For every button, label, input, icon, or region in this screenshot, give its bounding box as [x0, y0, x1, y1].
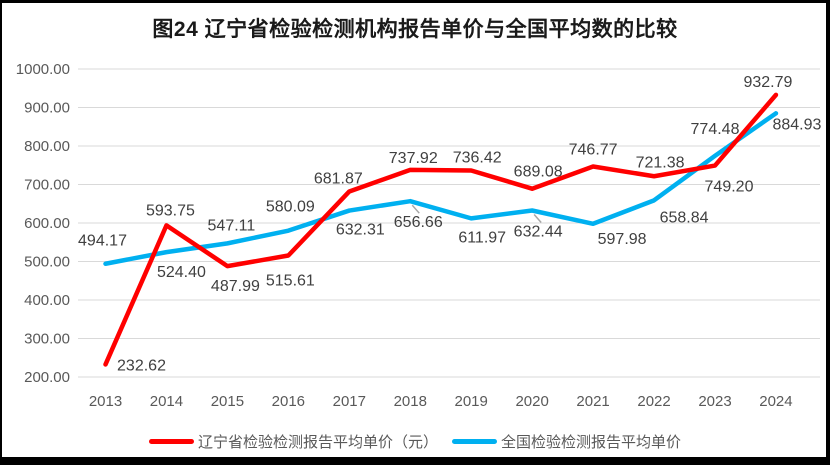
- legend-item-national: 全国检验检测报告平均单价: [452, 431, 681, 452]
- x-axis-tick-label: 2023: [698, 393, 731, 410]
- data-label-series-0: 681.87: [314, 170, 363, 187]
- y-axis-tick-label: 300.00: [24, 331, 70, 348]
- x-axis-tick-label: 2014: [150, 393, 183, 410]
- y-axis-tick-label: 900.00: [24, 100, 70, 117]
- chart-title: 图24 辽宁省检验检测机构报告单价与全国平均数的比较: [152, 18, 678, 41]
- x-axis-tick-label: 2018: [394, 393, 427, 410]
- data-label-series-1: 656.66: [394, 214, 443, 231]
- data-label-series-1: 597.98: [598, 231, 647, 248]
- y-axis-tick-label: 200.00: [24, 369, 70, 386]
- legend-red-line-icon: [148, 438, 194, 444]
- data-label-series-0: 721.38: [636, 154, 685, 171]
- data-label-series-1: 632.44: [514, 224, 563, 241]
- data-label-series-1: 658.84: [660, 209, 709, 226]
- data-label-leader-line: [533, 214, 542, 224]
- data-label-series-0: 932.79: [743, 74, 792, 91]
- legend-label-national: 全国检验检测报告平均单价: [501, 433, 682, 451]
- legend-blue-line-icon: [452, 438, 497, 444]
- y-axis-tick-label: 400.00: [24, 292, 70, 309]
- data-label-leader-line: [411, 204, 420, 214]
- x-axis-tick-label: 2021: [576, 393, 609, 410]
- x-axis-tick-label: 2020: [515, 393, 548, 410]
- y-axis-tick-label: 1000.00: [16, 61, 70, 78]
- x-axis-tick-label: 2013: [89, 393, 122, 410]
- x-axis-tick-label: 2024: [759, 393, 792, 410]
- x-axis-tick-label: 2019: [455, 393, 488, 410]
- data-label-series-0: 749.20: [705, 179, 754, 196]
- data-label-series-0: 232.62: [117, 357, 166, 374]
- data-label-series-1: 774.48: [691, 121, 740, 138]
- data-label-series-1: 547.11: [208, 217, 256, 234]
- data-label-series-1: 632.31: [336, 222, 385, 239]
- y-axis-tick-label: 600.00: [24, 215, 70, 232]
- y-axis-tick-label: 800.00: [24, 138, 70, 155]
- data-label-series-1: 580.09: [266, 199, 315, 216]
- data-label-series-0: 737.92: [389, 150, 438, 167]
- x-axis-tick-label: 2022: [637, 393, 670, 410]
- series-line-0: [103, 92, 779, 367]
- chart-legend: 辽宁省检验检测报告平均单价（元） 全国检验检测报告平均单价: [0, 431, 830, 451]
- data-label-series-1: 524.40: [157, 264, 206, 281]
- legend-item-liaoning: 辽宁省检验检测报告平均单价（元）: [148, 431, 438, 452]
- data-label-series-0: 487.99: [211, 278, 260, 295]
- data-label-series-1: 884.93: [772, 116, 821, 133]
- x-axis-tick-label: 2017: [333, 393, 366, 410]
- x-axis-tick-label: 2016: [272, 393, 305, 410]
- x-axis-tick-label: 2015: [211, 393, 244, 410]
- y-axis-tick-label: 500.00: [24, 254, 70, 271]
- data-label-series-0: 593.75: [146, 202, 195, 219]
- data-label-series-1: 611.97: [458, 229, 506, 246]
- data-label-series-0: 746.77: [569, 141, 618, 158]
- y-axis-tick-label: 700.00: [24, 177, 70, 194]
- data-label-series-0: 515.61: [266, 272, 315, 289]
- legend-label-liaoning: 辽宁省检验检测报告平均单价（元）: [197, 433, 438, 451]
- data-label-series-1: 494.17: [78, 233, 127, 250]
- series-line-1: [103, 111, 779, 266]
- data-label-series-0: 736.42: [453, 149, 502, 166]
- data-label-series-0: 689.08: [514, 164, 563, 181]
